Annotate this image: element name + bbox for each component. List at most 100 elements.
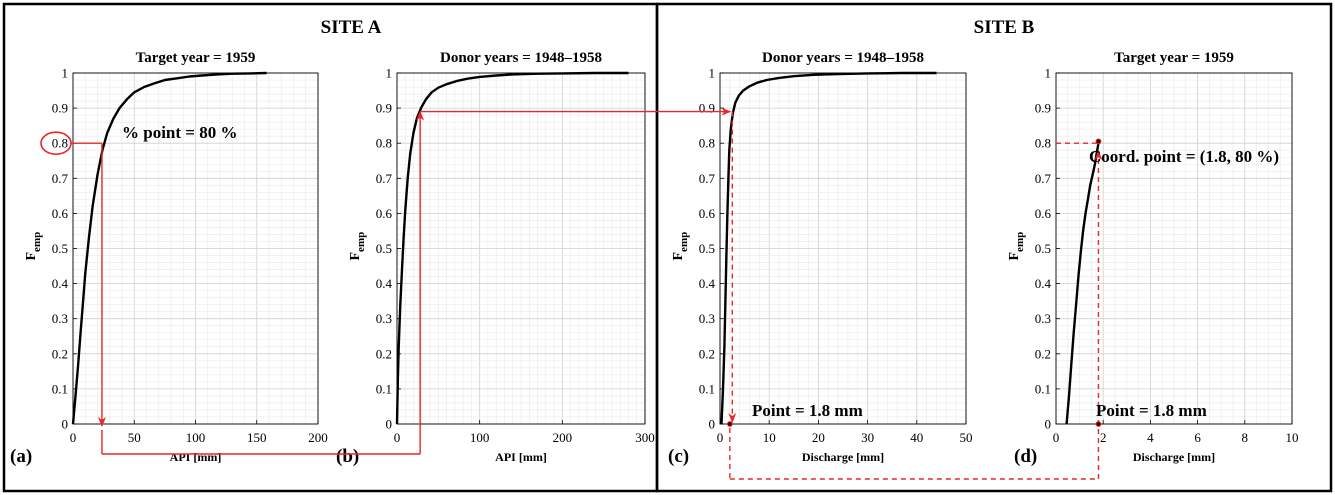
y-tick-label: 1 [386,66,393,81]
y-tick-label: 0 [1045,417,1052,432]
y-tick-label: 0.7 [699,171,716,186]
annotation: Point = 1.8 mm [752,401,863,420]
y-tick-label: 0.2 [1035,346,1051,361]
y-tick-label: 0.3 [376,311,392,326]
annotation: % point = 80 % [122,123,237,142]
x-axis-label: Discharge [mm] [802,450,884,464]
y-tick-label: 0.1 [52,381,68,396]
y-tick-label: 0 [386,417,393,432]
ecdf-line [720,71,937,425]
y-tick-label: 0.8 [699,136,715,151]
y-tick-label: 0.7 [376,171,393,186]
annotation: Coord. point = (1.8, 80 %) [1089,147,1279,166]
y-tick-label: 0.7 [1035,171,1052,186]
point-marker [726,421,733,427]
x-axis-label: Discharge [mm] [1133,450,1215,464]
x-tick-label: 150 [247,430,267,445]
x-tick-label: 6 [1194,430,1201,445]
y-tick-label: 0.3 [699,311,715,326]
y-tick-label: 0.5 [52,241,68,256]
x-tick-label: 50 [128,430,141,445]
x-tick-label: 0 [717,430,724,445]
x-tick-label: 200 [308,430,328,445]
y-axis-label: Femp [24,232,43,261]
x-tick-label: 200 [553,430,573,445]
y-tick-label: 0.6 [376,206,393,221]
x-tick-label: 2 [1100,430,1107,445]
panel-letter: (b) [336,446,359,467]
x-tick-label: 100 [470,430,490,445]
y-tick-label: 0.4 [52,276,69,291]
y-tick-label: 0.4 [699,276,716,291]
y-tick-label: 0.2 [376,346,392,361]
y-tick-label: 0 [62,417,69,432]
y-tick-label: 0.1 [376,381,392,396]
x-tick-label: 8 [1242,430,1249,445]
x-tick-label: 40 [910,430,923,445]
panel-letter: (c) [668,446,689,467]
ecdf-line [71,71,267,425]
x-tick-label: 10 [1286,430,1299,445]
point-marker [1095,138,1102,145]
panel-title: Donor years = 1948–1958 [762,50,924,66]
y-tick-label: 0.5 [376,241,392,256]
y-tick-label: 1 [709,66,716,81]
y-tick-label: 0.8 [376,136,392,151]
x-axis-label: API [mm] [495,450,547,464]
x-tick-label: 30 [861,430,874,445]
y-axis-label: Femp [348,232,367,261]
y-tick-label: 0.5 [699,241,715,256]
x-axis-label: API [mm] [170,450,222,464]
x-tick-label: 4 [1147,430,1154,445]
y-axis-label: Femp [671,232,690,261]
x-tick-label: 100 [186,430,206,445]
panel-letter: (a) [10,446,32,467]
site-b-frame [655,2,1333,493]
x-tick-label: 300 [635,430,655,445]
x-tick-label: 50 [960,430,973,445]
panel-title: Target year = 1959 [1114,50,1234,66]
y-tick-label: 0.4 [376,276,393,291]
y-tick-label: 0.6 [699,206,716,221]
x-tick-label: 10 [763,430,776,445]
x-tick-label: 0 [394,430,401,445]
y-tick-label: 0.3 [52,311,68,326]
y-tick-label: 0.7 [52,171,69,186]
y-tick-label: 0.5 [1035,241,1051,256]
y-tick-label: 0.4 [1035,276,1052,291]
panel-title: Donor years = 1948–1958 [440,50,602,66]
ecdf-line [395,71,629,425]
site-a-label: SITE A [321,17,382,38]
y-tick-label: 0.8 [1035,136,1051,151]
panel-b: 0 0.1 0.2 0.3 0.4 0.5 0.6 0.7 0.8 0.9 1 0 100 200 300 D… [336,50,655,467]
panel-title: Target year = 1959 [136,50,256,66]
annotation: Point = 1.8 mm [1096,401,1207,420]
y-tick-label: 0.9 [376,101,392,116]
point-marker [1095,421,1102,427]
y-tick-label: 1 [1045,66,1052,81]
y-tick-label: 0 [709,417,716,432]
y-tick-label: 0.2 [52,346,68,361]
y-axis-label: Femp [1007,232,1026,261]
y-tick-label: 1 [62,66,69,81]
x-tick-label: 20 [812,430,825,445]
ecdf-line [1065,142,1100,425]
x-tick-label: 0 [70,430,77,445]
panel-letter: (d) [1014,446,1037,467]
y-tick-label: 0.1 [1035,381,1051,396]
y-tick-label: 0.6 [52,206,69,221]
panel-c: 00.10.20.30.40.50.60.70.80.910 10 20 30 40 50… [668,50,973,467]
panel-a: 0 0.1 0.2 0.3 0.4 0.5 0.6 0.7 0.8 0.9 1 0 50 100 150 20… [10,50,328,467]
y-tick-label: 0.9 [1035,101,1051,116]
y-tick-label: 0.9 [699,101,715,116]
y-tick-label: 0.9 [52,101,68,116]
y-tick-label: 0.2 [699,346,715,361]
y-tick-label: 0.1 [699,381,715,396]
y-tick-label: 0.8 [52,136,68,151]
y-tick-label: 0.6 [1035,206,1052,221]
x-tick-label: 0 [1053,430,1060,445]
y-tick-label: 0.3 [1035,311,1051,326]
panel-d: 00.10.20.30.40.50.60.70.80.910 2 4 6 8 10Targ… [1007,50,1299,467]
site-b-label: SITE B [974,17,1035,38]
